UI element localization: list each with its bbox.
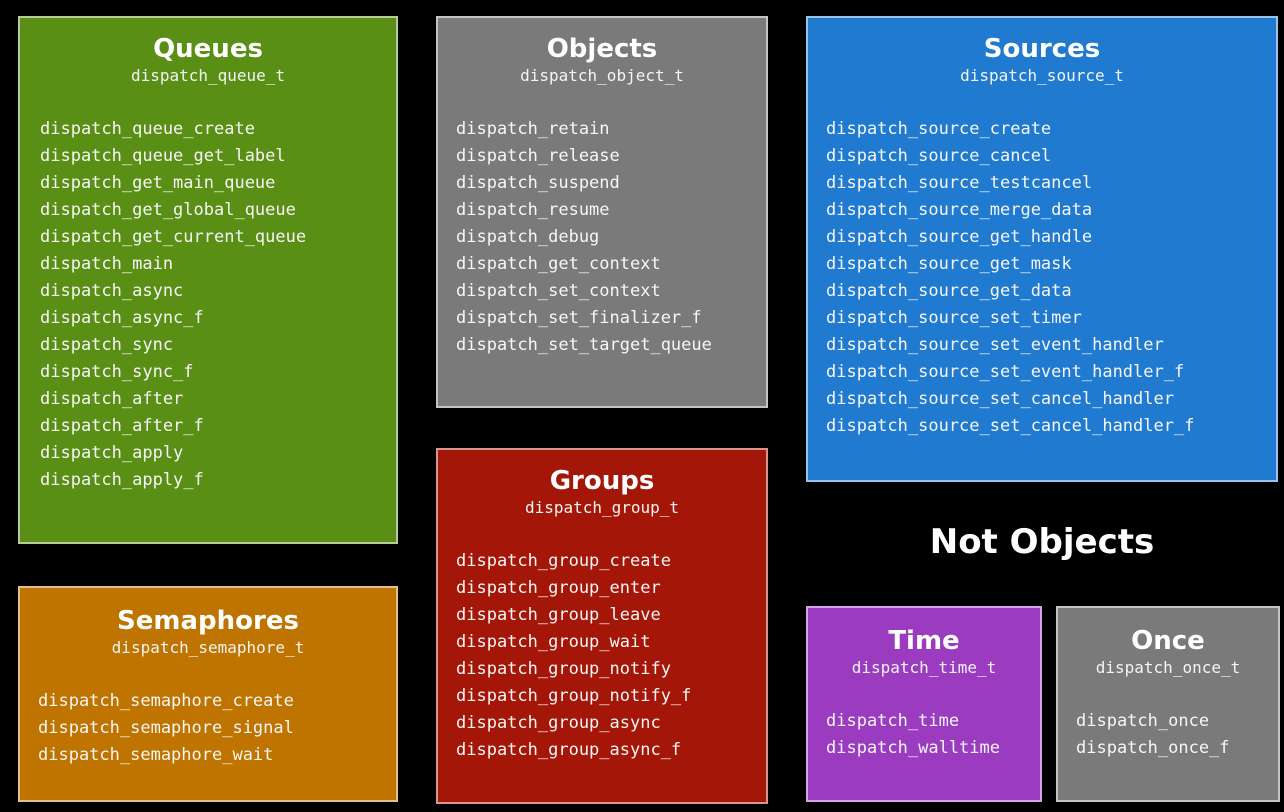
- function-item: dispatch_get_context: [456, 254, 661, 274]
- groups-box: Groups dispatch_group_t dispatch_group_c…: [436, 448, 768, 804]
- time-box: Time dispatch_time_t dispatch_time dispat…: [806, 606, 1042, 802]
- function-item: dispatch_queue_create: [40, 119, 255, 139]
- function-item: dispatch_async_f: [40, 308, 204, 328]
- function-item: dispatch_sync_f: [40, 362, 194, 382]
- not-objects-heading: Not Objects: [929, 522, 1155, 562]
- function-item: dispatch_after_f: [40, 416, 204, 436]
- function-item: dispatch_source_cancel: [826, 146, 1052, 166]
- time-type: dispatch_time_t: [851, 658, 997, 677]
- function-item: dispatch_get_main_queue: [40, 173, 276, 193]
- semaphores-type: dispatch_semaphore_t: [111, 638, 305, 657]
- objects-function-list: dispatch_retain dispatch_release dispatch_…: [438, 116, 766, 359]
- function-item: dispatch_group_notify_f: [456, 686, 692, 706]
- function-item: dispatch_once_f: [1076, 738, 1230, 758]
- function-item: dispatch_source_set_cancel_handler: [826, 389, 1174, 409]
- function-item: dispatch_set_context: [456, 281, 661, 301]
- objects-type: dispatch_object_t: [520, 66, 684, 85]
- once-function-list: dispatch_once dispatch_once_f: [1058, 708, 1278, 762]
- function-item: dispatch_apply_f: [40, 470, 204, 490]
- sources-title: Sources: [983, 34, 1101, 64]
- function-item: dispatch_source_get_mask: [826, 254, 1072, 274]
- function-item: dispatch_walltime: [826, 738, 1000, 758]
- function-item: dispatch_apply: [40, 443, 184, 463]
- function-item: dispatch_suspend: [456, 173, 620, 193]
- objects-box: Objects dispatch_object_t dispatch_retai…: [436, 16, 768, 408]
- function-item: dispatch_source_testcancel: [826, 173, 1093, 193]
- function-item: dispatch_once: [1076, 711, 1210, 731]
- function-item: dispatch_source_set_cancel_handler_f: [826, 416, 1195, 436]
- function-item: dispatch_group_create: [456, 551, 671, 571]
- function-item: dispatch_queue_get_label: [40, 146, 286, 166]
- function-item: dispatch_source_set_event_handler_f: [826, 362, 1185, 382]
- function-item: dispatch_async: [40, 281, 184, 301]
- function-item: dispatch_source_set_timer: [826, 308, 1082, 328]
- function-item: dispatch_group_notify: [456, 659, 671, 679]
- function-item: dispatch_set_target_queue: [456, 335, 712, 355]
- groups-title: Groups: [549, 466, 655, 496]
- once-box: Once dispatch_once_t dispatch_once dispat…: [1056, 606, 1280, 802]
- time-title: Time: [888, 626, 960, 656]
- function-item: dispatch_semaphore_wait: [38, 745, 274, 765]
- function-item: dispatch_retain: [456, 119, 610, 139]
- queues-title: Queues: [153, 34, 263, 64]
- function-item: dispatch_group_leave: [456, 605, 661, 625]
- queues-function-list: dispatch_queue_create dispatch_queue_get_…: [20, 116, 396, 494]
- function-item: dispatch_get_current_queue: [40, 227, 307, 247]
- function-item: dispatch_group_async: [456, 713, 661, 733]
- function-item: dispatch_resume: [456, 200, 610, 220]
- function-item: dispatch_source_set_event_handler: [826, 335, 1164, 355]
- function-item: dispatch_sync: [40, 335, 174, 355]
- function-item: dispatch_set_finalizer_f: [456, 308, 702, 328]
- semaphores-box: Semaphores dispatch_semaphore_t dispatch…: [18, 586, 398, 802]
- function-item: dispatch_release: [456, 146, 620, 166]
- function-item: dispatch_group_enter: [456, 578, 661, 598]
- once-type: dispatch_once_t: [1095, 658, 1241, 677]
- function-item: dispatch_main: [40, 254, 174, 274]
- objects-title: Objects: [546, 34, 658, 64]
- time-function-list: dispatch_time dispatch_walltime: [808, 708, 1040, 762]
- function-item: dispatch_source_create: [826, 119, 1052, 139]
- function-item: dispatch_group_async_f: [456, 740, 682, 760]
- once-title: Once: [1131, 626, 1205, 656]
- function-item: dispatch_get_global_queue: [40, 200, 296, 220]
- function-item: dispatch_time: [826, 711, 960, 731]
- function-item: dispatch_semaphore_signal: [38, 718, 294, 738]
- function-item: dispatch_source_get_handle: [826, 227, 1093, 247]
- semaphores-title: Semaphores: [117, 606, 299, 636]
- groups-type: dispatch_group_t: [524, 498, 680, 517]
- sources-box: Sources dispatch_source_t dispatch_sourc…: [806, 16, 1278, 482]
- function-item: dispatch_source_merge_data: [826, 200, 1093, 220]
- function-item: dispatch_after: [40, 389, 184, 409]
- function-item: dispatch_group_wait: [456, 632, 651, 652]
- sources-function-list: dispatch_source_create dispatch_source_ca…: [808, 116, 1276, 440]
- sources-type: dispatch_source_t: [960, 66, 1124, 85]
- function-item: dispatch_semaphore_create: [38, 691, 294, 711]
- function-item: dispatch_source_get_data: [826, 281, 1072, 301]
- queues-box: Queues dispatch_queue_t dispatch_queue_c…: [18, 16, 398, 544]
- function-item: dispatch_debug: [456, 227, 600, 247]
- groups-function-list: dispatch_group_create dispatch_group_ente…: [438, 548, 766, 764]
- semaphores-function-list: dispatch_semaphore_create dispatch_semaph…: [20, 688, 396, 769]
- queues-type: dispatch_queue_t: [130, 66, 286, 85]
